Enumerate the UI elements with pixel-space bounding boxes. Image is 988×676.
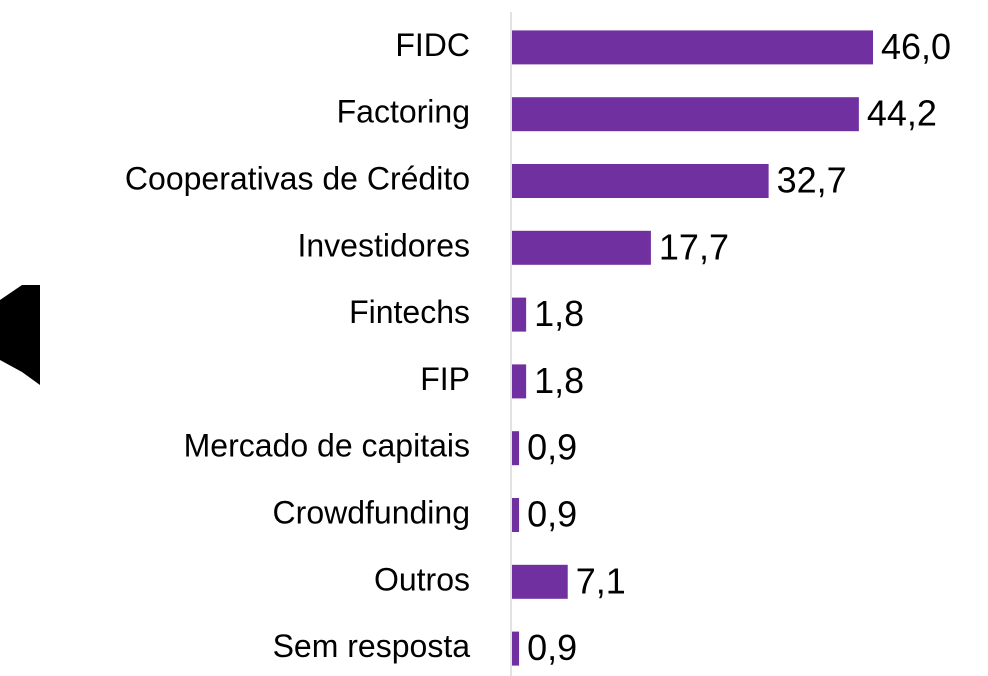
value-label: 0,9 xyxy=(527,427,577,468)
value-label: 0,9 xyxy=(527,494,577,535)
bar xyxy=(512,498,520,532)
bar xyxy=(512,30,873,65)
bar xyxy=(512,364,527,399)
value-label: 32,7 xyxy=(777,160,847,201)
category-label: FIDC xyxy=(395,27,470,63)
value-label: 17,7 xyxy=(659,226,729,267)
bar xyxy=(512,230,651,265)
bar xyxy=(512,297,527,332)
value-label: 0,9 xyxy=(527,627,577,668)
category-label: Cooperativas de Crédito xyxy=(125,160,470,196)
category-label: Crowdfunding xyxy=(273,494,470,530)
category-label: Outros xyxy=(374,561,470,597)
bar xyxy=(512,564,568,599)
value-label: 1,8 xyxy=(534,360,584,401)
category-label: Factoring xyxy=(337,94,470,130)
bar xyxy=(512,631,520,666)
bar xyxy=(512,164,769,198)
category-label: FIP xyxy=(420,361,470,397)
bar xyxy=(512,431,520,466)
decorative-shape xyxy=(0,285,40,385)
value-label: 7,1 xyxy=(576,560,626,601)
category-label: Fintechs xyxy=(349,294,470,330)
value-label: 1,8 xyxy=(534,293,584,334)
value-label: 44,2 xyxy=(867,93,937,134)
category-label: Sem resposta xyxy=(273,628,471,664)
bar xyxy=(512,97,859,132)
value-label: 46,0 xyxy=(881,26,951,67)
category-label: Mercado de capitais xyxy=(184,428,470,464)
category-label: Investidores xyxy=(297,227,470,263)
